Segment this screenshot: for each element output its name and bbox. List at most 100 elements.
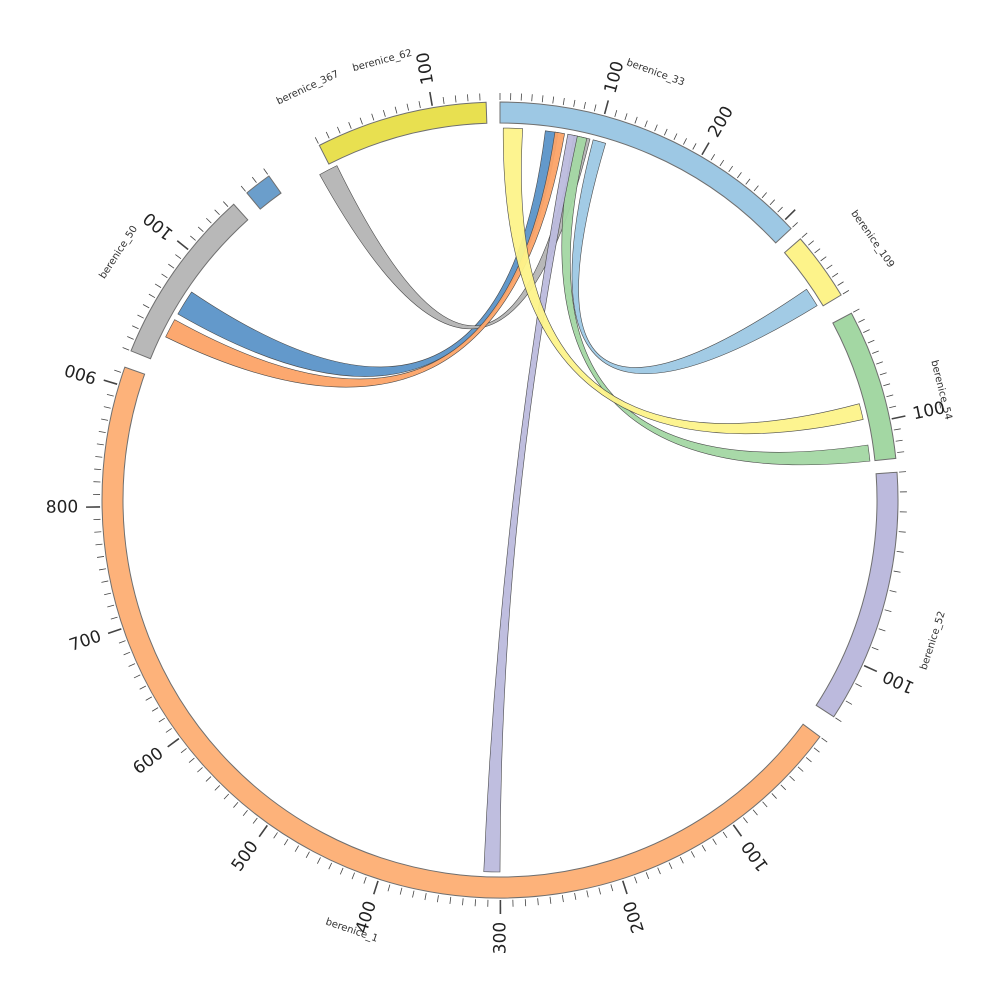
minor-tick <box>852 308 860 313</box>
tick-label: 200 <box>704 103 738 141</box>
segment-label: berenice_33 <box>625 57 686 88</box>
minor-tick <box>835 717 842 723</box>
minor-tick <box>821 737 828 743</box>
minor-tick <box>771 793 777 799</box>
segment-label: berenice_109 <box>848 209 896 271</box>
segment-berenice-109 <box>783 238 842 307</box>
minor-tick <box>624 113 628 121</box>
minor-tick <box>132 325 139 330</box>
minor-tick <box>387 884 391 892</box>
minor-tick <box>789 775 795 782</box>
minor-tick <box>645 872 650 879</box>
minor-tick <box>97 556 105 558</box>
minor-tick <box>895 439 903 442</box>
minor-tick <box>351 872 355 880</box>
minor-tick <box>552 96 555 104</box>
minor-tick <box>837 281 844 286</box>
minor-tick <box>537 898 539 906</box>
minor-tick <box>889 590 897 593</box>
minor-tick <box>233 802 239 808</box>
minor-tick <box>449 896 452 904</box>
minor-tick <box>736 172 742 179</box>
minor-tick <box>712 838 717 845</box>
minor-tick <box>305 851 310 859</box>
minor-tick <box>165 728 172 733</box>
minor-tick <box>95 456 103 458</box>
minor-tick <box>761 192 767 199</box>
segment-label: berenice_367 <box>275 69 341 107</box>
minor-tick <box>820 256 827 262</box>
minor-tick <box>106 393 114 397</box>
minor-tick <box>871 646 879 651</box>
minor-tick <box>657 867 661 875</box>
minor-tick <box>142 304 150 309</box>
major-tick <box>167 737 180 748</box>
minor-tick <box>549 896 552 904</box>
segment-berenice-62 <box>318 101 488 165</box>
minor-tick <box>845 700 853 705</box>
minor-tick <box>294 845 299 852</box>
minor-tick <box>863 329 870 333</box>
minor-tick <box>801 232 808 238</box>
minor-tick <box>123 651 131 656</box>
minor-tick <box>251 176 257 183</box>
minor-tick <box>197 226 204 232</box>
minor-tick <box>879 372 887 376</box>
minor-tick <box>467 94 469 102</box>
minor-tick <box>94 531 102 533</box>
minor-tick <box>98 568 107 571</box>
minor-tick <box>359 117 363 125</box>
minor-tick <box>710 154 716 161</box>
minor-tick <box>883 383 891 387</box>
major-tick <box>176 240 189 251</box>
minor-tick <box>107 604 115 608</box>
minor-tick <box>654 124 658 132</box>
segment-label: berenice_52 <box>919 610 948 671</box>
minor-tick <box>339 867 344 875</box>
segment-berenice-1 <box>101 366 821 899</box>
minor-tick <box>777 206 783 213</box>
tick-label: 100 <box>880 666 918 698</box>
minor-tick <box>683 138 687 145</box>
minor-tick <box>399 887 403 895</box>
minor-tick <box>586 890 589 898</box>
minor-tick <box>273 832 278 839</box>
minor-tick <box>583 102 586 110</box>
minor-tick <box>337 126 341 134</box>
minor-tick <box>752 809 758 816</box>
minor-tick <box>133 674 141 679</box>
tick-label: 200 <box>620 898 649 935</box>
minor-tick <box>205 776 212 782</box>
segment-label: berenice_50 <box>98 224 140 281</box>
minor-tick <box>175 254 182 260</box>
tick-label: 100 <box>140 208 178 244</box>
minor-tick <box>842 290 850 295</box>
tick-label: 900 <box>62 359 99 388</box>
major-tick <box>621 880 628 895</box>
minor-tick <box>154 283 162 288</box>
major-tick <box>372 880 379 895</box>
minor-tick <box>158 717 165 723</box>
minor-tick <box>610 884 614 892</box>
minor-tick <box>719 159 725 167</box>
minor-tick <box>436 895 439 903</box>
tick-label: 100 <box>413 51 438 86</box>
minor-tick <box>858 318 865 323</box>
minor-tick <box>797 766 804 772</box>
minor-tick <box>214 209 220 216</box>
minor-tick <box>867 339 875 344</box>
minor-tick <box>137 314 144 319</box>
tick-label: 700 <box>67 626 104 655</box>
tick-label: 800 <box>46 497 79 518</box>
minor-tick <box>98 431 106 433</box>
minor-tick <box>412 890 415 898</box>
minor-tick <box>424 893 427 901</box>
minor-tick <box>314 137 319 144</box>
minor-tick <box>348 122 352 129</box>
minor-tick <box>454 95 457 103</box>
minor-tick <box>573 99 576 107</box>
minor-tick <box>240 185 246 192</box>
minor-tick <box>745 178 751 185</box>
minor-tick <box>317 857 321 864</box>
link-berenice-52-to-berenice-33 <box>483 133 578 873</box>
